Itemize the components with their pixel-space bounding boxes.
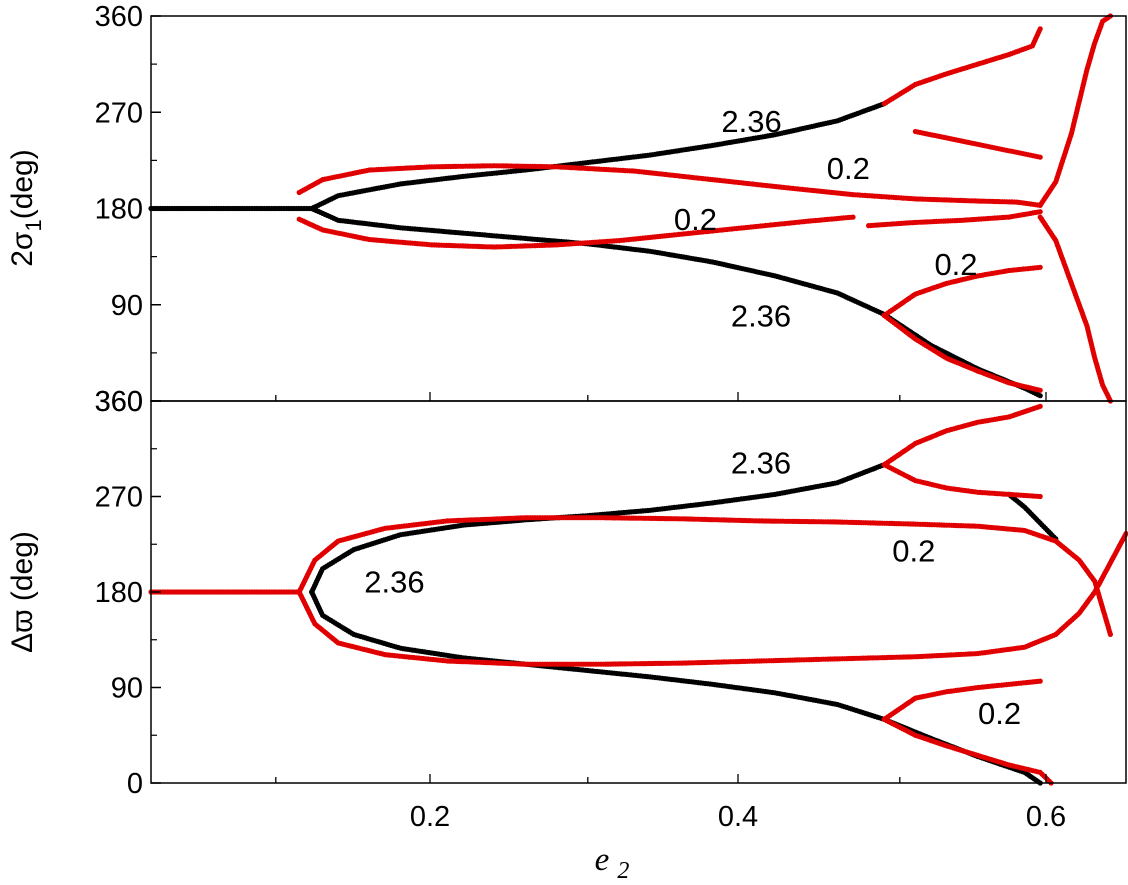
x-tick-label: 0.2 [410, 801, 450, 833]
top-y-axis-label: 2σ1(deg) [6, 149, 46, 267]
top-point-s0-c2 [1037, 393, 1043, 399]
bottom-curve-annotation: 2.36 [364, 564, 424, 599]
top-curve-annotation: 0.2 [934, 247, 977, 282]
panel-bottom-delta-varpi: 0 90 180 270 360 0.2 0.4 0.6 2.36 0.2 2.36 0.2 Δϖ… [6, 386, 1128, 884]
bottom-point-s1-c4 [1037, 493, 1043, 500]
top-point-s1-c8 [1037, 387, 1043, 393]
bottom-point-s1-c5 [1037, 678, 1043, 684]
bottom-y-tick-label: 180 [95, 577, 143, 609]
bottom-y-tick-label: 360 [95, 386, 143, 418]
bottom-annotation-layer: 2.36 0.2 2.36 0.2 [364, 446, 1021, 732]
top-y-tick-label: 360 [95, 386, 143, 418]
bottom-point-s1-c1 [1107, 631, 1113, 638]
bottom-curve-annotation: 0.2 [892, 534, 935, 569]
top-curve-annotation: 2.36 [721, 104, 781, 139]
bottom-y-axis-label: Δϖ (deg) [6, 531, 39, 653]
bottom-data-layer [148, 403, 1128, 786]
bottom-y-tick-label: 90 [111, 673, 143, 705]
bottom-curve-annotation: 0.2 [978, 696, 1021, 731]
top-y-tick-label: 270 [95, 97, 143, 129]
top-point-s1-c3 [1037, 154, 1043, 160]
bottom-y-tick-label: 0 [127, 768, 143, 800]
top-data-layer [148, 13, 1113, 404]
top-annotation-layer: 2.36 0.2 0.2 0.2 2.36 [674, 104, 978, 334]
top-point-s1-c4 [1037, 209, 1043, 215]
bottom-plot-frame [150, 400, 1127, 784]
bottom-y-tick-label: 270 [95, 482, 143, 514]
top-y-tick-label: 90 [111, 290, 143, 322]
top-point-s1-c7 [1037, 264, 1043, 270]
top-point-s1-c1 [850, 214, 856, 220]
bottom-point-s1-c3 [1037, 403, 1043, 409]
top-curve-annotation: 0.2 [674, 202, 717, 237]
top-y-tick-label: 360 [95, 1, 143, 33]
panel-top-2sigma1: 360 90 180 270 360 2.36 0.2 0.2 0.2 2.36 2σ1(deg… [6, 1, 1127, 418]
top-y-tick-label: 180 [95, 194, 143, 226]
x-tick-label: 0.6 [1026, 801, 1066, 833]
bottom-x-tick-layer: 0.2 0.4 0.6 [275, 774, 1066, 833]
top-point-s1-c2 [1037, 26, 1043, 32]
bottom-curve-annotation: 2.36 [731, 446, 791, 481]
x-tick-label: 0.4 [718, 801, 758, 833]
top-curve-annotation: 2.36 [731, 298, 791, 333]
top-y-tick-layer: 360 90 180 270 360 [95, 1, 1047, 418]
top-curve-annotation: 0.2 [827, 151, 870, 186]
